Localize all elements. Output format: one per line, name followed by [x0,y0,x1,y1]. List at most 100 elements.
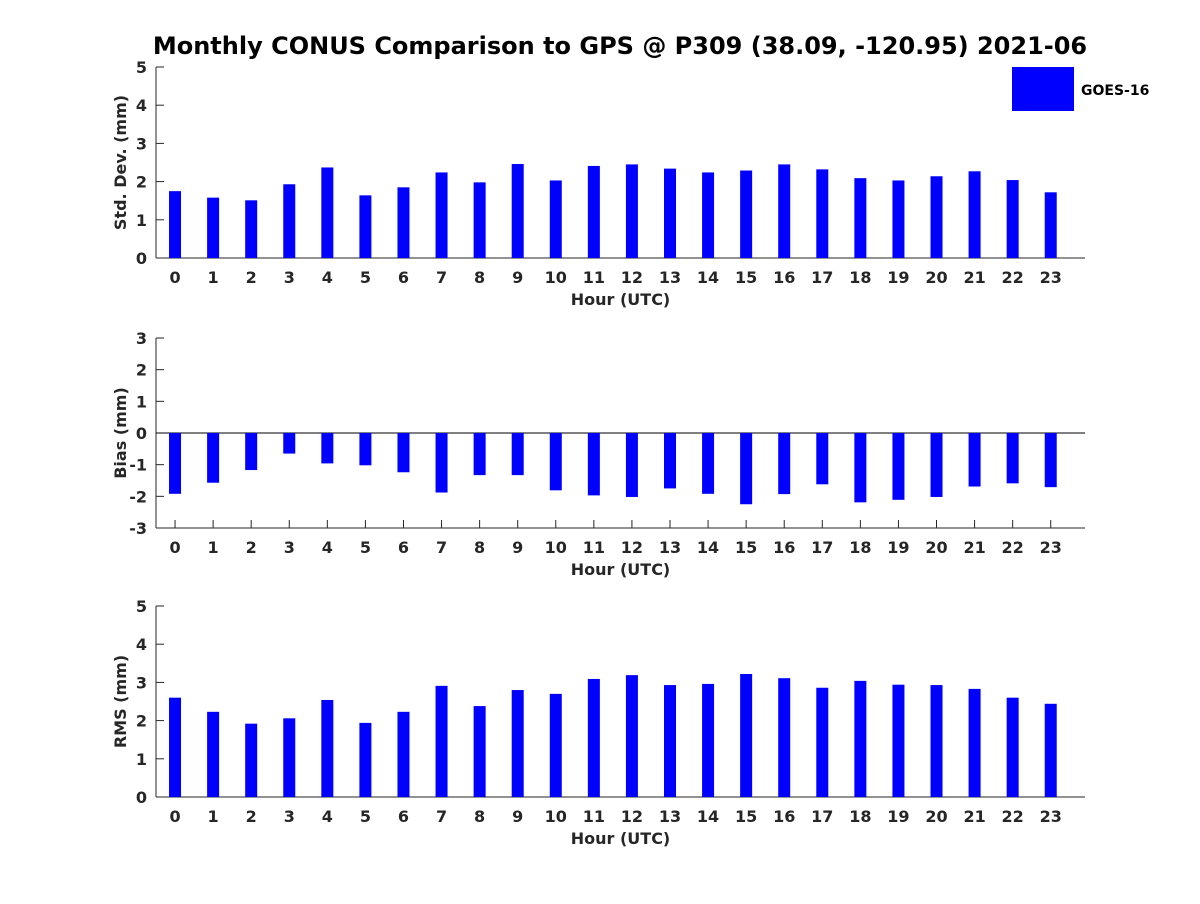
x-tick-label: 3 [284,807,295,826]
bar-hour-20 [930,685,943,797]
x-tick-label: 13 [659,268,681,287]
bar-hour-11 [587,433,600,496]
bar-hour-14 [702,683,715,797]
bar-hour-21 [968,688,981,797]
x-tick-label: 0 [169,538,180,557]
bar-hour-19 [892,180,905,258]
legend: GOES-16 [1012,67,1149,111]
y-tick-label: 3 [136,134,147,153]
x-tick-label: 15 [735,538,757,557]
bar-hour-17 [816,169,829,258]
x-tick-label: 16 [773,268,795,287]
bar-hour-7 [435,433,448,493]
x-tick-label: 7 [436,268,447,287]
bar-hour-10 [549,180,562,258]
bar-hour-16 [778,433,791,495]
bar-hour-22 [1006,697,1019,797]
y-tick-label: 4 [136,635,147,654]
x-tick-label: 15 [735,807,757,826]
x-axis-label: Hour (UTC) [571,560,671,579]
x-tick-label: 18 [849,807,871,826]
x-tick-label: 22 [1002,538,1024,557]
bar-hour-12 [625,675,638,797]
x-tick-label: 8 [474,268,485,287]
y-tick-label: 0 [136,249,147,268]
x-tick-label: 2 [246,268,257,287]
x-tick-label: 6 [398,538,409,557]
x-tick-label: 23 [1040,807,1062,826]
x-tick-label: 14 [697,268,719,287]
bar-hour-0 [169,697,182,797]
x-tick-label: 20 [925,538,947,557]
x-tick-label: 17 [811,807,833,826]
x-tick-label: 22 [1002,807,1024,826]
x-tick-label: 12 [621,807,643,826]
bar-hour-13 [663,168,676,258]
x-tick-label: 8 [474,807,485,826]
bar-hour-23 [1044,433,1057,488]
bar-hour-6 [397,433,410,473]
x-tick-label: 17 [811,268,833,287]
x-tick-label: 10 [545,807,567,826]
y-tick-label: 2 [136,173,147,192]
y-tick-label: 5 [136,58,147,77]
x-tick-label: 22 [1002,268,1024,287]
x-tick-label: 18 [849,268,871,287]
y-axis-label: Std. Dev. (mm) [111,95,130,230]
bar-hour-20 [930,176,943,258]
x-tick-label: 12 [621,268,643,287]
bar-hour-10 [549,433,562,491]
x-tick-label: 23 [1040,268,1062,287]
legend-swatch [1012,67,1074,111]
y-tick-label: 4 [136,96,147,115]
y-axis-label: RMS (mm) [111,655,130,748]
bar-hour-23 [1044,192,1057,258]
y-tick-label: 0 [136,424,147,443]
bar-hour-18 [854,680,867,797]
y-tick-label: 2 [136,361,147,380]
bar-hour-21 [968,433,981,487]
x-tick-label: 2 [246,538,257,557]
bar-hour-20 [930,433,943,497]
bar-hour-7 [435,685,448,797]
bar-hour-3 [283,718,296,797]
bar-hour-16 [778,678,791,797]
x-tick-label: 21 [963,538,985,557]
bar-hour-22 [1006,180,1019,258]
bar-hour-3 [283,433,296,454]
bar-hour-1 [207,433,220,483]
bar-hour-11 [587,678,600,797]
bar-hour-8 [473,706,486,797]
bar-hour-14 [702,433,715,494]
bar-hour-3 [283,184,296,258]
bar-hour-8 [473,182,486,258]
x-tick-label: 5 [360,268,371,287]
x-tick-label: 7 [436,538,447,557]
y-tick-label: 2 [136,712,147,731]
x-tick-label: 23 [1040,538,1062,557]
bar-hour-1 [207,197,220,258]
bar-hour-1 [207,711,220,797]
bar-hour-15 [740,673,753,797]
x-tick-label: 16 [773,538,795,557]
bar-hour-4 [321,167,334,258]
x-tick-label: 13 [659,807,681,826]
bar-hour-21 [968,171,981,258]
x-tick-label: 8 [474,538,485,557]
legend-label: GOES-16 [1081,83,1149,99]
bar-hour-8 [473,433,486,476]
x-tick-label: 16 [773,807,795,826]
y-tick-label: 1 [136,750,147,769]
x-tick-label: 5 [360,807,371,826]
bar-hour-12 [625,433,638,497]
bar-hour-4 [321,699,334,797]
bar-hour-23 [1044,703,1057,797]
bar-hour-22 [1006,433,1019,484]
x-tick-label: 10 [545,268,567,287]
bar-hour-6 [397,711,410,797]
x-tick-label: 11 [583,538,605,557]
